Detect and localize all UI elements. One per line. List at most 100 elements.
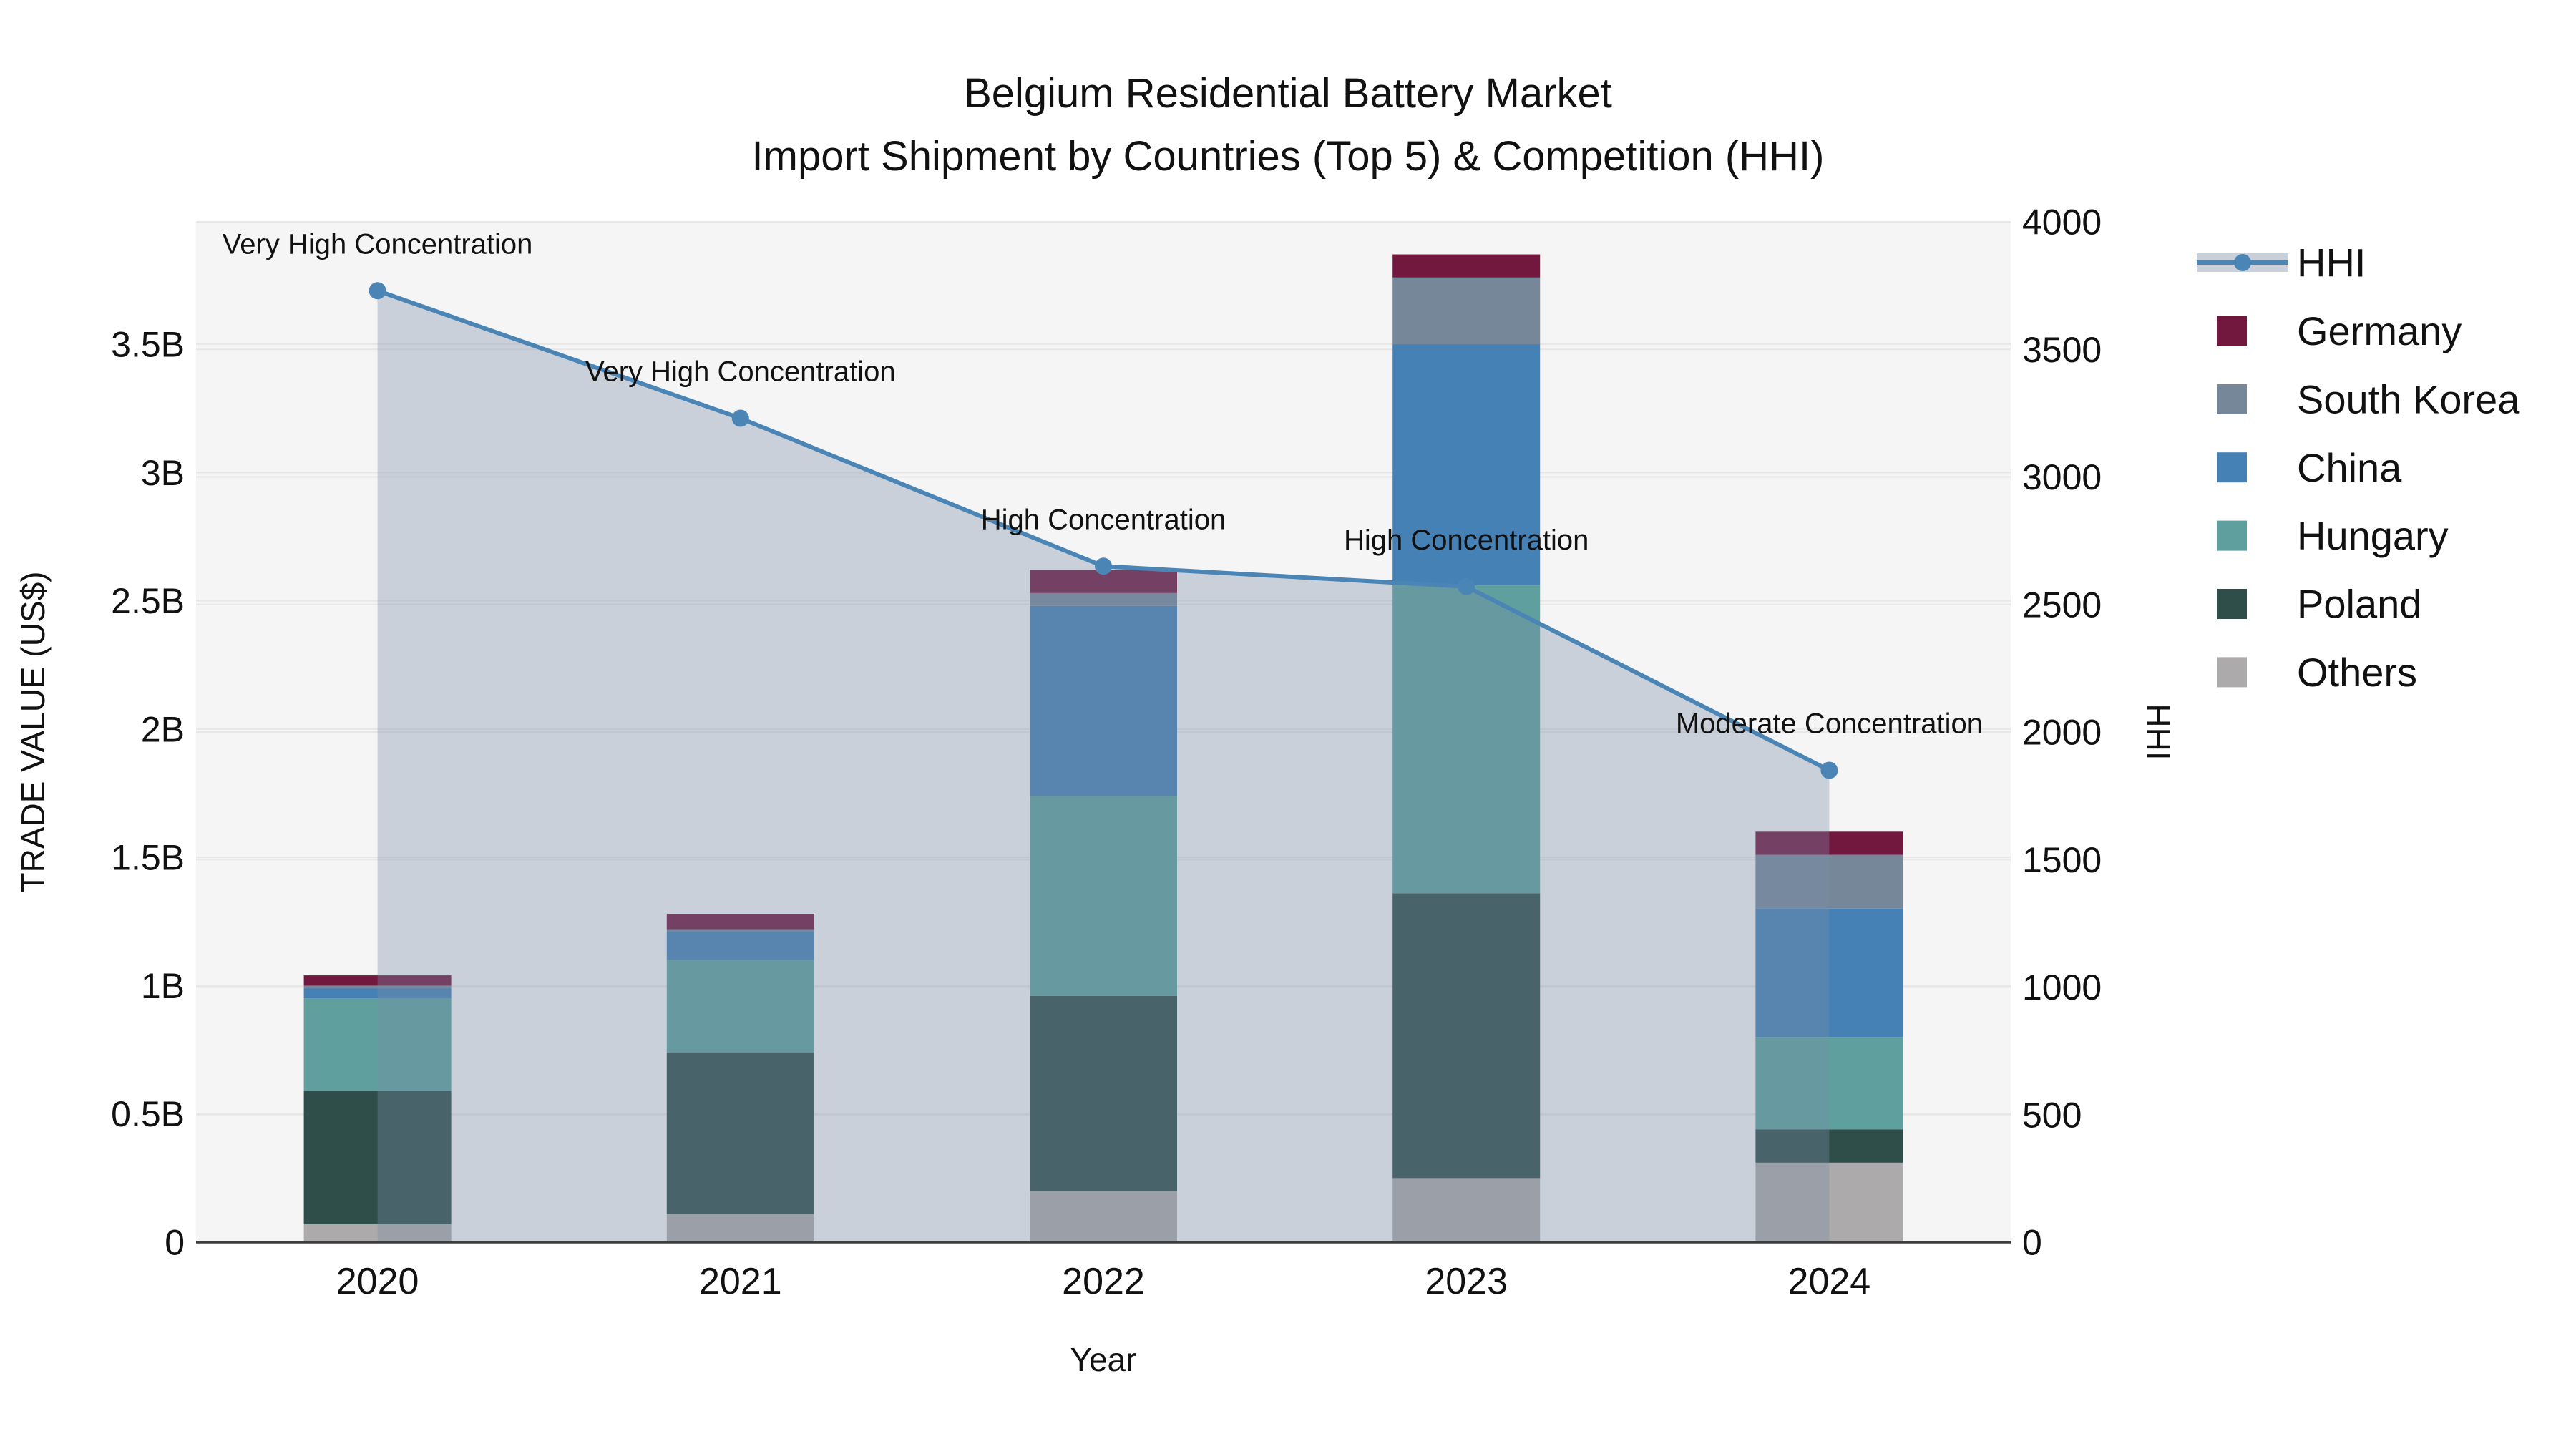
annotation-2021: Very High Concentration	[585, 356, 896, 388]
bar-segment-2023-germany[interactable]	[1392, 254, 1541, 278]
bar-segment-2020-poland[interactable]	[303, 1091, 452, 1224]
x-tick-2022: 2022	[1062, 1261, 1145, 1302]
legend-label: Germany	[2297, 308, 2462, 353]
legend-swatch-icon	[2217, 316, 2247, 346]
axis-labels-group: 0 0.5B 1B 1.5B 2B 2.5B 3B 3.5B 0 500 1000 1500 2000…	[14, 203, 2177, 1379]
legend-swatch-icon	[2217, 520, 2247, 551]
legend-item-germany[interactable]: Germany	[2217, 308, 2462, 353]
bar-segment-2023-china[interactable]	[1392, 344, 1541, 586]
bar-segment-2024-hungary[interactable]	[1755, 1037, 1903, 1130]
right-tick-1000: 1000	[2022, 967, 2102, 1008]
legend-swatch-icon	[2217, 657, 2247, 688]
left-tick-1B: 1B	[141, 966, 185, 1006]
x-tick-2024: 2024	[1788, 1261, 1871, 1302]
x-tick-2023: 2023	[1425, 1261, 1508, 1302]
x-tick-2020: 2020	[336, 1261, 419, 1302]
bar-segment-2021-hungary[interactable]	[666, 960, 814, 1053]
bar-segment-2022-hungary[interactable]	[1030, 796, 1177, 996]
left-tick-0.5B: 0.5B	[111, 1094, 185, 1134]
legend-label: South Korea	[2297, 376, 2520, 421]
left-tick-0: 0	[165, 1223, 185, 1263]
bar-segment-2020-south-korea[interactable]	[303, 985, 452, 989]
left-tick-2.5B: 2.5B	[111, 581, 185, 621]
bar-segment-2022-poland[interactable]	[1030, 995, 1177, 1191]
legend-label: Others	[2297, 650, 2417, 695]
bar-segment-2021-poland[interactable]	[666, 1052, 814, 1214]
bars-layer	[303, 254, 1903, 1242]
bar-segment-2021-china[interactable]	[666, 932, 814, 960]
bar-segment-2020-others[interactable]	[303, 1224, 452, 1242]
hhi-area-layer	[377, 291, 1830, 1242]
right-tick-3000: 3000	[2022, 457, 2102, 497]
right-tick-4000: 4000	[2022, 203, 2102, 243]
bar-segment-2024-others[interactable]	[1755, 1162, 1903, 1242]
hhi-marker-2021[interactable]	[731, 409, 749, 427]
bar-segment-2024-china[interactable]	[1755, 908, 1903, 1038]
annotation-2020: Very High Concentration	[223, 228, 533, 260]
bar-segment-2022-south-korea[interactable]	[1030, 592, 1177, 606]
bar-segment-2023-hungary[interactable]	[1392, 585, 1541, 894]
hhi-marker-2023[interactable]	[1458, 577, 1475, 595]
legend-label: Poland	[2297, 582, 2421, 627]
bar-segment-2022-china[interactable]	[1030, 605, 1177, 796]
title-group: Belgium Residential Battery Market Impor…	[752, 70, 1825, 180]
x-tick-2021: 2021	[699, 1261, 782, 1302]
hhi-marker-2024[interactable]	[1820, 761, 1838, 779]
legend-swatch-icon	[2217, 589, 2247, 619]
right-tick-3500: 3500	[2022, 330, 2102, 370]
plot-area-group: Very High Concentration Very High Concent…	[196, 221, 2011, 1244]
right-ticks-layer: 0 500 1000 1500 2000 2500 3000 3500 4000	[2022, 203, 2102, 1263]
x-axis-title: Year	[1070, 1341, 1137, 1378]
bar-segment-2022-others[interactable]	[1030, 1191, 1177, 1242]
annotations-layer: Very High Concentration Very High Concent…	[223, 228, 1983, 739]
bar-segment-2020-hungary[interactable]	[303, 998, 452, 1091]
right-tick-2000: 2000	[2022, 713, 2102, 753]
hhi-marker-2022[interactable]	[1095, 557, 1112, 575]
right-tick-1500: 1500	[2022, 840, 2102, 880]
y2-axis-title: HHI	[2140, 703, 2177, 760]
left-tick-3B: 3B	[141, 453, 185, 493]
right-tick-2500: 2500	[2022, 585, 2102, 625]
bar-segment-2024-south-korea[interactable]	[1755, 854, 1903, 909]
left-tick-2B: 2B	[141, 709, 185, 749]
bar-segment-2023-others[interactable]	[1392, 1178, 1541, 1242]
legend-item-china[interactable]: China	[2217, 445, 2402, 490]
legend-item-hungary[interactable]: Hungary	[2217, 513, 2449, 558]
legend: HHI Germany South Korea China Hungary Poland O…	[2197, 240, 2520, 695]
bar-segment-2020-china[interactable]	[303, 988, 452, 999]
legend-label: HHI	[2297, 240, 2366, 286]
annotation-2022: High Concentration	[981, 504, 1226, 535]
bar-segment-2024-germany[interactable]	[1755, 831, 1903, 855]
legend-label: China	[2297, 445, 2402, 490]
legend-item-hhi[interactable]: HHI	[2197, 240, 2366, 286]
hhi-legend-marker-icon	[2234, 254, 2251, 271]
bar-segment-2020-germany[interactable]	[303, 975, 452, 986]
legend-item-south-korea[interactable]: South Korea	[2217, 376, 2520, 421]
bar-segment-2024-poland[interactable]	[1755, 1129, 1903, 1163]
legend-swatch-icon	[2217, 384, 2247, 414]
bar-segment-2023-south-korea[interactable]	[1392, 277, 1541, 345]
bar-segment-2023-poland[interactable]	[1392, 893, 1541, 1179]
legend-item-others[interactable]: Others	[2217, 650, 2417, 695]
hhi-line-layer	[369, 282, 1838, 779]
right-tick-0: 0	[2022, 1223, 2042, 1263]
bar-segment-2021-others[interactable]	[666, 1214, 814, 1242]
bar-segment-2021-germany[interactable]	[666, 914, 814, 930]
right-tick-500: 500	[2022, 1095, 2082, 1135]
annotation-2024: Moderate Concentration	[1676, 708, 1983, 739]
legend-item-poland[interactable]: Poland	[2217, 582, 2421, 627]
chart-title-line1: Belgium Residential Battery Market	[964, 70, 1612, 117]
hhi-marker-2020[interactable]	[369, 282, 386, 300]
y-axis-title: TRADE VALUE (US$)	[14, 571, 52, 892]
hhi-area	[377, 291, 1830, 1242]
legend-swatch-icon	[2217, 452, 2247, 483]
left-tick-1.5B: 1.5B	[111, 838, 185, 878]
annotation-2023: High Concentration	[1344, 525, 1589, 556]
chart-title-line2: Import Shipment by Countries (Top 5) & C…	[752, 133, 1825, 180]
bar-segment-2021-south-korea[interactable]	[666, 929, 814, 932]
x-ticks-layer: 2020 2021 2022 2023 2024	[336, 1261, 1870, 1302]
left-tick-3.5B: 3.5B	[111, 325, 185, 365]
legend-label: Hungary	[2297, 513, 2449, 558]
